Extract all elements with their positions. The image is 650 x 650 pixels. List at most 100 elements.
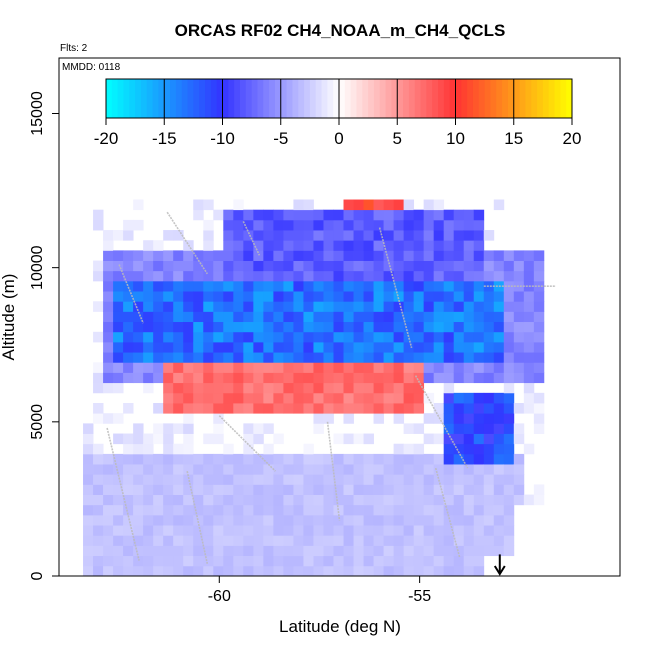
heatmap-cell xyxy=(253,270,264,282)
flight-track-line xyxy=(218,415,276,472)
heatmap-cell xyxy=(363,392,374,404)
heatmap-cell xyxy=(373,291,384,302)
heatmap-cell xyxy=(223,464,234,475)
heatmap-cell xyxy=(393,230,405,241)
heatmap-cell xyxy=(93,382,104,394)
heatmap-cell xyxy=(223,209,234,221)
heatmap-cell xyxy=(453,352,465,363)
heatmap-cell xyxy=(333,291,344,302)
heatmap-cell xyxy=(273,372,284,384)
colorbar-segment xyxy=(496,79,503,118)
heatmap-cell xyxy=(503,301,515,312)
heatmap-cell xyxy=(153,362,164,373)
heatmap-cell xyxy=(223,240,234,251)
heatmap-cell xyxy=(523,392,535,404)
heatmap-cell xyxy=(463,484,475,496)
heatmap-cell xyxy=(173,321,184,333)
heatmap-cell xyxy=(203,291,214,302)
heatmap-cell xyxy=(263,291,274,302)
heatmap-cell xyxy=(373,230,384,241)
heatmap-cell xyxy=(383,484,394,496)
heatmap-cell xyxy=(443,413,455,424)
heatmap-cell xyxy=(393,453,405,465)
heatmap-cell xyxy=(333,219,344,231)
heatmap-cell xyxy=(403,311,415,323)
heatmap-cell xyxy=(113,464,124,475)
heatmap-cell xyxy=(423,199,435,211)
heatmap-cell xyxy=(513,372,525,384)
heatmap-cell xyxy=(253,453,264,465)
heatmap-cell xyxy=(353,331,364,343)
heatmap-cell xyxy=(173,311,184,323)
heatmap-cell xyxy=(303,484,314,496)
heatmap-cell xyxy=(453,311,465,323)
heatmap-cell xyxy=(273,291,284,302)
heatmap-cell xyxy=(443,291,455,302)
heatmap-cell xyxy=(253,545,264,557)
heatmap-cell xyxy=(283,250,294,261)
heatmap-cell xyxy=(153,474,164,485)
heatmap-cell xyxy=(343,321,354,333)
heatmap-cell xyxy=(113,535,124,546)
heatmap-cell xyxy=(393,535,405,546)
heatmap-cell xyxy=(173,250,184,261)
heatmap-cell xyxy=(273,403,284,414)
heatmap-cell xyxy=(353,565,364,577)
heatmap-cell xyxy=(443,382,455,394)
heatmap-cell xyxy=(343,453,354,465)
heatmap-cell xyxy=(123,494,134,506)
heatmap-cell xyxy=(353,341,364,353)
heatmap-cell xyxy=(323,362,334,373)
heatmap-cell xyxy=(333,382,344,394)
heatmap-cell xyxy=(103,301,114,312)
heatmap-cell xyxy=(303,219,314,231)
heatmap-cell xyxy=(263,352,274,363)
heatmap-cell xyxy=(143,341,154,353)
heatmap-cell xyxy=(243,545,254,557)
heatmap-cell xyxy=(463,403,475,414)
heatmap-cell xyxy=(273,453,284,465)
heatmap-cell xyxy=(133,423,144,434)
heatmap-cell xyxy=(273,250,284,261)
heatmap-cell xyxy=(503,392,515,404)
heatmap-cell xyxy=(233,199,244,211)
heatmap-cell xyxy=(173,484,184,496)
heatmap-cell xyxy=(423,565,435,577)
heatmap-cell xyxy=(163,250,174,261)
heatmap-cell xyxy=(123,321,134,333)
heatmap-cell xyxy=(313,423,324,434)
heatmap-cell xyxy=(203,555,214,567)
heatmap-cell xyxy=(313,464,324,475)
heatmap-cell xyxy=(413,504,425,516)
heatmap-cell xyxy=(423,250,435,261)
heatmap-cell xyxy=(503,525,515,536)
heatmap-cell xyxy=(323,382,334,394)
heatmap-cell xyxy=(333,484,344,496)
heatmap-cell xyxy=(173,291,184,302)
colorbar-tick-label: -5 xyxy=(273,129,288,148)
heatmap-cell xyxy=(203,514,214,526)
heatmap-cell xyxy=(263,504,274,516)
heatmap-cell xyxy=(93,443,104,455)
heatmap-cell xyxy=(483,494,495,506)
heatmap-cell xyxy=(313,250,324,261)
heatmap-cell xyxy=(243,291,254,302)
heatmap-cell xyxy=(283,464,294,475)
heatmap-cell xyxy=(403,250,415,261)
heatmap-cell xyxy=(293,525,304,536)
heatmap-cell xyxy=(373,413,384,424)
heatmap-cell xyxy=(283,331,294,343)
heatmap-cell xyxy=(383,403,394,414)
heatmap-cell xyxy=(283,535,294,546)
heatmap-cell xyxy=(213,331,224,343)
heatmap-cell xyxy=(153,453,164,465)
heatmap-cell xyxy=(183,260,194,272)
heatmap-cell xyxy=(273,484,284,496)
heatmap-cell xyxy=(173,514,184,526)
heatmap-cell xyxy=(443,555,455,567)
heatmap-cell xyxy=(443,392,455,404)
colorbar-tick-label: -20 xyxy=(94,129,119,148)
colorbar-segment xyxy=(467,79,474,118)
heatmap-cell xyxy=(473,545,485,557)
heatmap-cell xyxy=(423,352,435,363)
